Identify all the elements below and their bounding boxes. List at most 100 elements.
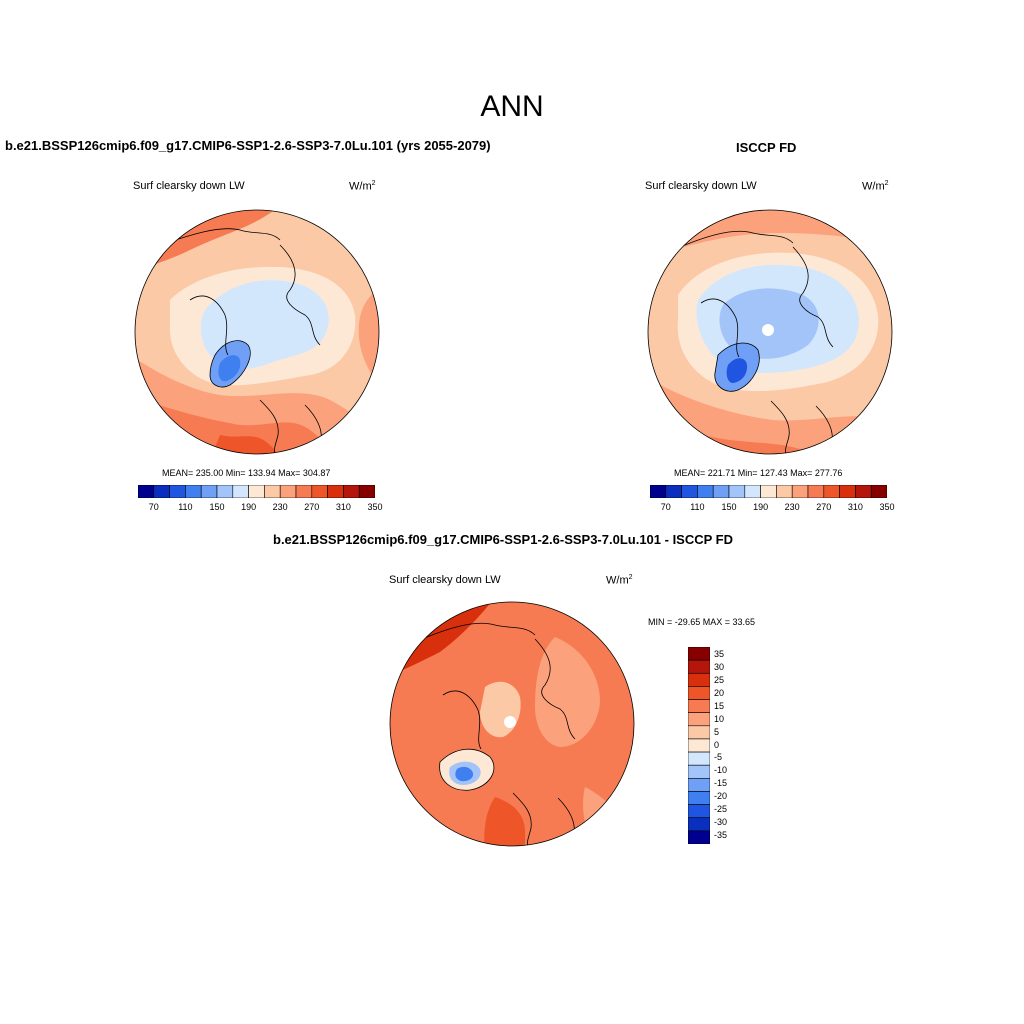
colorbar-swatch [688,791,710,805]
panel3-units-label: W/m2 [606,574,633,587]
colorbar-swatch [200,485,218,498]
colorbar-swatch [295,485,313,498]
colorbar-swatch [712,485,730,498]
colorbar-swatch [839,485,856,498]
panel3-variable-label: Surf clearsky down LW [389,574,501,586]
panel3-colorbar [688,647,710,844]
colorbar-swatch [807,485,825,498]
colorbar-swatch [688,672,710,687]
panel3-polar-map [389,601,635,847]
panel1-polar-map [134,209,380,455]
colorbar-tick-label: 190 [241,502,257,512]
colorbar-swatch [248,485,265,498]
figure-title: ANN [480,90,544,123]
colorbar-swatch [855,485,872,498]
colorbar-tick-label: -20 [714,791,728,802]
colorbar-swatch [688,804,710,819]
colorbar-tick-label: -25 [714,804,728,815]
colorbar-tick-label: 110 [178,502,193,512]
panel2-title: ISCCP FD [736,140,797,155]
colorbar-tick-label: 190 [753,502,769,512]
colorbar-swatch [358,485,375,498]
colorbar-swatch [744,485,761,498]
panel3-colorbar-ticks: 35 30 25 20 15 10 5 0 -5 -10 -15 -20 -25 -30 -35 [714,647,754,844]
colorbar-tick-label: 310 [847,502,863,512]
colorbar-swatch [169,485,186,498]
colorbar-tick-label: 25 [714,674,725,685]
colorbar-swatch [311,485,328,498]
colorbar-swatch [688,817,710,832]
colorbar-tick-label: 150 [209,502,225,512]
panel3-pole-hole [504,716,516,728]
panel2-polar-map [647,209,893,455]
colorbar-tick-label: 5 [714,726,720,737]
colorbar-swatch [728,485,746,498]
colorbar-swatch [138,485,155,498]
colorbar-swatch [343,485,360,498]
colorbar-tick-label: 230 [272,502,288,512]
colorbar-swatch [688,751,710,766]
colorbar-tick-label: 30 [714,661,725,672]
colorbar-tick-label: 35 [714,649,725,659]
panel1-colorbar-ticks: 70 110 150 190 230 270 310 350 [138,502,383,514]
colorbar-swatch [697,485,714,498]
colorbar-tick-label: 270 [816,502,832,512]
panel2-units-label: W/m2 [862,180,889,193]
panel2-colorbar [650,485,887,498]
panel1-title: b.e21.BSSP126cmip6.f09_g17.CMIP6-SSP1-2.… [5,138,491,153]
colorbar-tick-label: -15 [714,778,728,789]
colorbar-tick-label: 10 [714,713,725,724]
colorbar-swatch [681,485,698,498]
colorbar-swatch [688,712,710,727]
panel2-variable-label: Surf clearsky down LW [645,180,757,192]
colorbar-swatch [688,778,710,792]
colorbar-swatch [688,738,710,753]
colorbar-swatch [688,725,710,740]
colorbar-tick-label: 0 [714,739,720,750]
colorbar-tick-label: 20 [714,687,725,698]
colorbar-swatch [688,699,710,713]
colorbar-tick-label: 70 [660,502,671,512]
colorbar-swatch [791,485,809,498]
panel3-stats: MIN = -29.65 MAX = 33.65 [648,617,756,627]
panel1-stats: MEAN= 235.00 Min= 133.94 Max= 304.87 [162,468,331,478]
colorbar-tick-label: -35 [714,830,728,840]
colorbar-swatch [688,686,710,700]
panel1-colorbar [138,485,375,498]
colorbar-tick-label: 310 [335,502,351,512]
colorbar-tick-label: 350 [879,502,895,512]
panel1-variable-label: Surf clearsky down LW [133,180,245,192]
colorbar-swatch [232,485,249,498]
panel2-pole-hole [762,324,774,336]
colorbar-tick-label: 70 [148,502,159,512]
colorbar-swatch [185,485,202,498]
colorbar-tick-label: 110 [690,502,705,512]
colorbar-swatch [823,485,840,498]
colorbar-tick-label: 270 [304,502,320,512]
colorbar-swatch [153,485,170,498]
colorbar-swatch [279,485,297,498]
panel2-colorbar-ticks: 70 110 150 190 230 270 310 350 [650,502,895,514]
colorbar-tick-label: -10 [714,765,728,776]
panel3-title: b.e21.BSSP126cmip6.f09_g17.CMIP6-SSP1-2.… [273,532,734,547]
colorbar-tick-label: 350 [367,502,383,512]
colorbar-swatch [688,830,710,844]
colorbar-swatch [665,485,682,498]
colorbar-swatch [776,485,793,498]
colorbar-swatch [870,485,887,498]
colorbar-tick-label: 15 [714,700,725,711]
panel1-units-label: W/m2 [349,180,376,193]
panel2-stats: MEAN= 221.71 Min= 127.43 Max= 277.76 [674,468,843,478]
colorbar-tick-label: -5 [714,752,723,763]
colorbar-swatch [216,485,234,498]
colorbar-swatch [688,764,710,779]
colorbar-swatch [327,485,344,498]
colorbar-swatch [688,647,710,661]
colorbar-swatch [650,485,667,498]
colorbar-swatch [760,485,777,498]
colorbar-tick-label: -30 [714,817,728,828]
colorbar-swatch [264,485,281,498]
colorbar-tick-label: 150 [721,502,737,512]
colorbar-swatch [688,659,710,674]
colorbar-tick-label: 230 [784,502,800,512]
